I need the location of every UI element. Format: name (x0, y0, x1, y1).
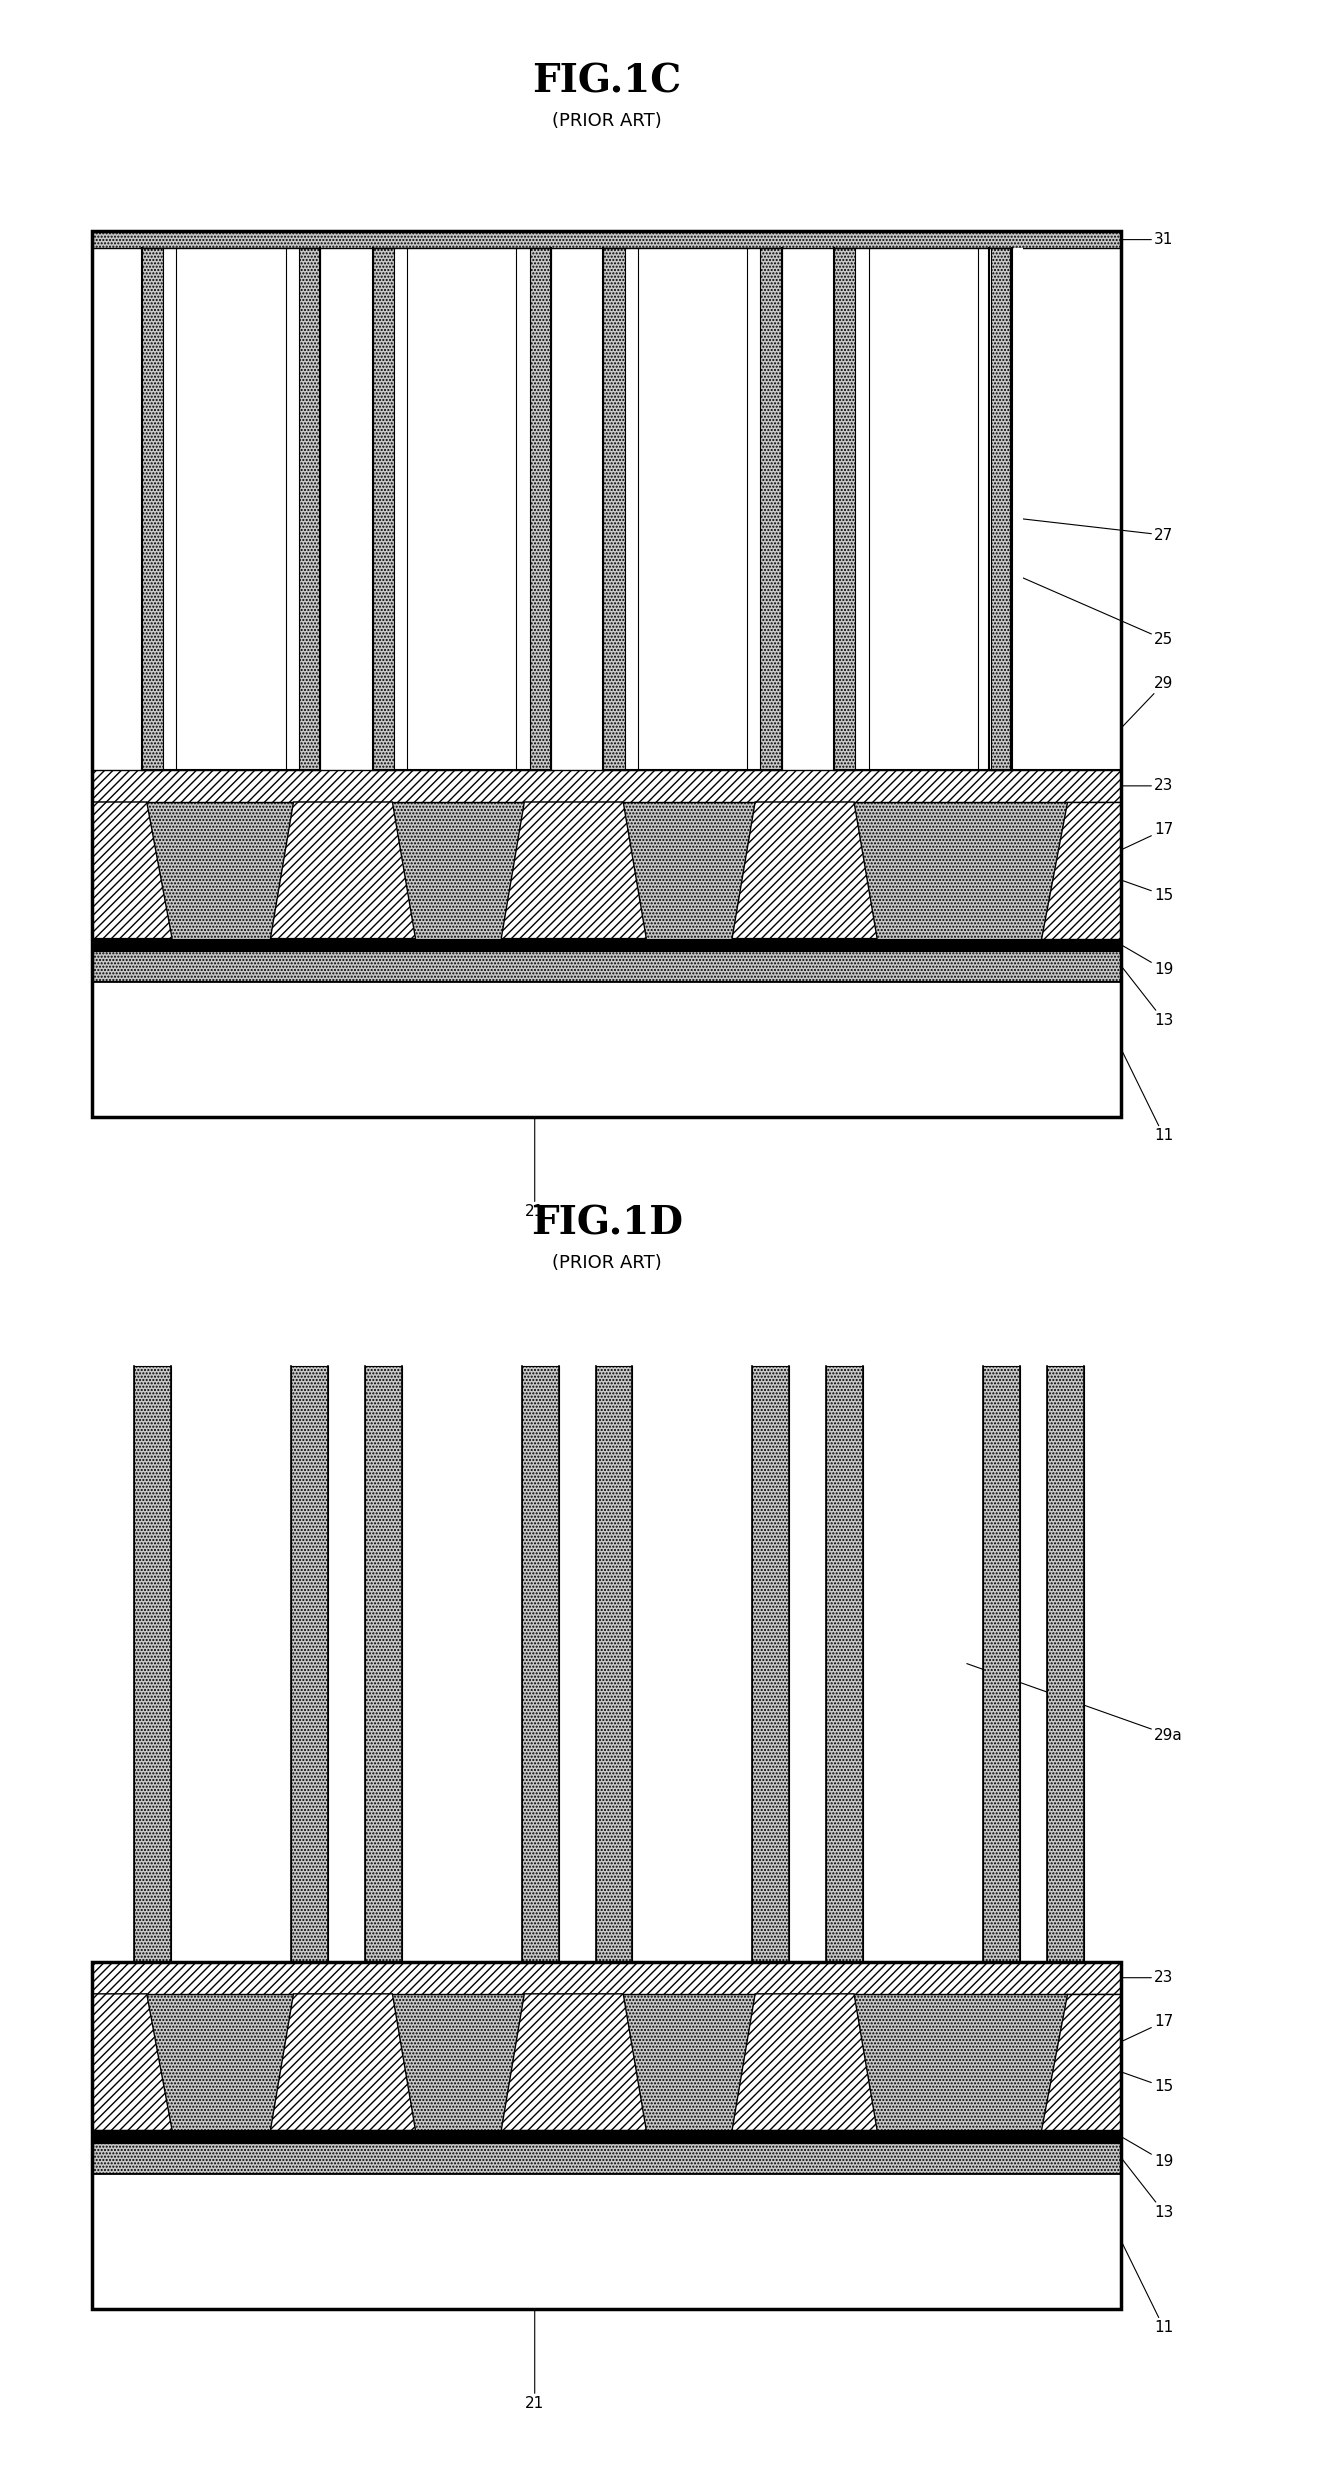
Bar (992, 248, 1013, 770)
Text: 19: 19 (1121, 2135, 1174, 2170)
Text: (PRIOR ART): (PRIOR ART) (551, 112, 662, 129)
Bar (826, 1366, 863, 1962)
Bar (372, 248, 550, 770)
Text: 17: 17 (1121, 2014, 1174, 2041)
Text: 15: 15 (1093, 2061, 1174, 2096)
Text: 25: 25 (984, 561, 1174, 648)
Text: 15: 15 (1093, 869, 1174, 904)
Polygon shape (501, 1994, 646, 2130)
Bar (285, 248, 298, 770)
Bar (92, 2143, 1121, 2173)
Text: 23: 23 (1121, 777, 1174, 795)
Bar (92, 770, 1121, 802)
Polygon shape (732, 802, 877, 939)
Text: (PRIOR ART): (PRIOR ART) (551, 1254, 662, 1271)
Text: 11: 11 (1121, 1048, 1174, 1145)
Bar (92, 981, 1121, 1117)
Text: 13: 13 (1121, 966, 1174, 1028)
Text: 21: 21 (525, 1117, 545, 1219)
Bar (372, 248, 393, 770)
Bar (834, 248, 855, 770)
Bar (92, 231, 1121, 248)
Bar (393, 248, 406, 770)
Polygon shape (92, 802, 171, 939)
Text: 17: 17 (1121, 822, 1174, 849)
Bar (141, 248, 319, 770)
Bar (760, 248, 781, 770)
Bar (92, 939, 1121, 951)
Text: 29: 29 (1121, 675, 1174, 728)
Bar (604, 248, 781, 770)
Bar (516, 248, 529, 770)
Bar (92, 1994, 1121, 2130)
Bar (92, 2173, 1121, 2309)
Bar (135, 1366, 171, 1962)
Bar (625, 248, 638, 770)
Text: FIG.1D: FIG.1D (530, 1204, 683, 1242)
Bar (604, 248, 625, 770)
Bar (834, 248, 1013, 770)
Bar (175, 248, 285, 770)
Text: 31: 31 (1121, 231, 1174, 248)
Bar (290, 1366, 327, 1962)
Bar (521, 1366, 559, 1962)
Bar (747, 248, 760, 770)
Bar (1010, 248, 1024, 770)
Text: 27: 27 (940, 507, 1174, 544)
Bar (162, 248, 175, 770)
Bar (977, 248, 992, 770)
Text: 29a: 29a (967, 1664, 1183, 1743)
Bar (92, 802, 1121, 939)
Polygon shape (92, 1994, 171, 2130)
Bar (92, 1962, 1121, 2309)
Bar (983, 1366, 1021, 1962)
Bar (638, 248, 747, 770)
Bar (364, 1366, 401, 1962)
Polygon shape (501, 802, 646, 939)
Text: FIG.1C: FIG.1C (532, 62, 682, 99)
Text: 11: 11 (1121, 2240, 1174, 2337)
Bar (92, 2130, 1121, 2143)
Bar (529, 248, 551, 770)
Polygon shape (1042, 1994, 1121, 2130)
Bar (855, 248, 868, 770)
Bar (989, 248, 1010, 770)
Bar (92, 231, 1121, 1117)
Bar (92, 951, 1121, 981)
Polygon shape (1042, 802, 1121, 939)
Bar (596, 1366, 633, 1962)
Bar (406, 248, 516, 770)
Text: 21: 21 (525, 2309, 545, 2411)
Bar (752, 1366, 789, 1962)
Polygon shape (732, 1994, 877, 2130)
Bar (92, 1962, 1121, 1994)
Bar (868, 248, 977, 770)
Text: 19: 19 (1121, 944, 1174, 978)
Polygon shape (270, 802, 415, 939)
Bar (298, 248, 321, 770)
Bar (141, 248, 164, 770)
Bar (1047, 1366, 1084, 1962)
Polygon shape (270, 1994, 415, 2130)
Text: 23: 23 (1121, 1969, 1174, 1986)
Text: 13: 13 (1121, 2158, 1174, 2220)
